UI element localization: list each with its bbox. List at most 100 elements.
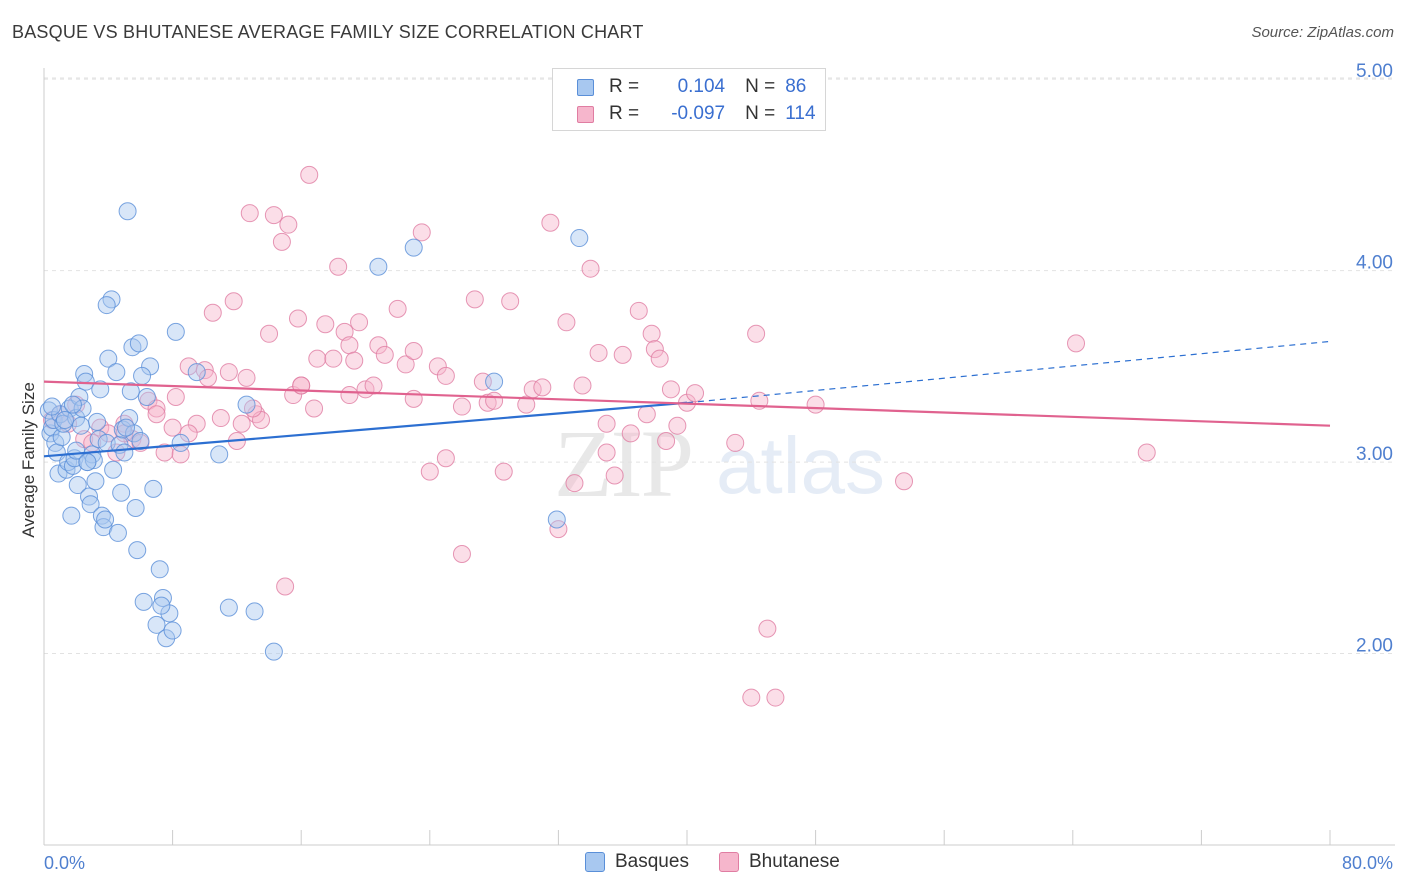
basques-point — [128, 541, 147, 560]
bhutanese-point — [219, 363, 238, 382]
legend-item-basques[interactable]: Basques — [585, 851, 689, 873]
bhutanese-point — [364, 376, 383, 395]
bhutanese-point — [766, 688, 785, 707]
basques-point — [264, 642, 283, 661]
y-tick-label: 2.00 — [1356, 636, 1393, 657]
bhutanese-point — [895, 472, 914, 491]
bhutanese-point — [589, 343, 608, 362]
bhutanese-point — [501, 292, 520, 311]
bhutanese-point — [288, 309, 307, 328]
bhutanese-point — [597, 414, 616, 433]
bhutanese-point — [573, 376, 592, 395]
y-tick-label: 5.00 — [1356, 61, 1393, 82]
bhutanese-point — [605, 466, 624, 485]
bhutanese-point — [645, 340, 664, 359]
basques-point — [187, 363, 206, 382]
bhutanese-point — [637, 405, 656, 424]
bhutanese-point — [517, 395, 536, 414]
basques-point — [137, 387, 156, 406]
basques-point — [133, 366, 152, 385]
bhutanese-point — [375, 345, 394, 364]
basques-point — [245, 602, 264, 621]
bhutanese-point — [340, 336, 359, 355]
watermark-atlas: atlas — [716, 421, 885, 510]
basques-point — [144, 479, 163, 498]
bhutanese-point — [404, 342, 423, 361]
bhutanese-point — [237, 368, 256, 387]
basques-n-label: N = — [745, 76, 776, 97]
bhutanese-point — [1137, 443, 1156, 462]
bhutanese-point — [806, 395, 825, 414]
bhutanese-point — [478, 393, 497, 412]
basques-point — [88, 412, 107, 431]
bhutanese-legend-label: Bhutanese — [748, 851, 840, 872]
basques-legend-label: Basques — [615, 851, 689, 872]
basques-point — [121, 382, 140, 401]
basques-point — [108, 523, 127, 542]
bhutanese-point — [621, 424, 640, 443]
bhutanese-point — [329, 257, 348, 276]
basques-point — [129, 334, 148, 353]
bhutanese-point — [661, 380, 680, 399]
bhutanese-point — [485, 391, 504, 410]
basques-point — [99, 349, 118, 368]
basques-point — [219, 598, 238, 617]
basques-swatch — [577, 78, 594, 96]
bhutanese-point — [686, 384, 705, 403]
basques-point — [78, 453, 97, 472]
bhutanese-point — [1067, 334, 1086, 353]
bhutanese-point — [305, 399, 324, 418]
bhutanese-point — [613, 345, 632, 364]
basques-point — [63, 395, 82, 414]
bhutanese-point — [335, 322, 354, 341]
bhutanese-point — [147, 399, 166, 418]
bhutanese-point — [726, 433, 745, 452]
bhutanese-point — [758, 619, 777, 638]
bhutanese-point — [629, 301, 648, 320]
bhutanese-point — [316, 315, 335, 334]
y-tick-label: 4.00 — [1356, 253, 1393, 274]
basques-r-label: R = — [609, 76, 640, 97]
legend-item-bhutanese[interactable]: Bhutanese — [718, 851, 840, 873]
basques-point — [369, 257, 388, 276]
basques-point — [62, 506, 81, 525]
bhutanese-point — [260, 324, 279, 343]
bhutanese-point — [668, 416, 687, 435]
basques-point — [153, 589, 172, 608]
bhutanese-point — [350, 313, 369, 332]
basques-point — [81, 495, 100, 514]
bhutanese-point — [155, 443, 174, 462]
basques-point — [404, 238, 423, 257]
basques-point — [150, 560, 169, 579]
bhutanese-point — [650, 349, 669, 368]
basques-n-value: 86 — [785, 76, 807, 97]
chart-title: BASQUE VS BHUTANESE AVERAGE FAMILY SIZE … — [12, 22, 644, 42]
basques-point — [112, 483, 131, 502]
bhutanese-point — [272, 232, 291, 251]
bhutanese-point — [232, 414, 251, 433]
basques-point — [116, 418, 135, 437]
basques-point — [126, 499, 145, 518]
bhutanese-point — [396, 355, 415, 374]
bhutanese-n-value: 114 — [785, 103, 816, 124]
bhutanese-point — [541, 213, 560, 232]
basques-point — [86, 472, 105, 491]
bhutanese-point — [247, 405, 266, 424]
basques-point — [171, 433, 190, 452]
bhutanese-point — [412, 223, 431, 242]
basques-point — [73, 399, 92, 418]
basques-point — [91, 380, 110, 399]
basques-point — [80, 487, 99, 506]
x-tick-label-max: 80.0% — [1342, 853, 1393, 873]
basques-point — [63, 456, 82, 475]
basques-point — [43, 397, 62, 416]
bhutanese-point — [747, 324, 766, 343]
gridlines — [44, 77, 1395, 655]
bhutanese-point — [494, 462, 513, 481]
bhutanese-point — [166, 387, 185, 406]
bhutanese-trend-line — [43, 380, 1331, 427]
basques-point — [68, 476, 87, 495]
bhutanese-point — [279, 215, 298, 234]
y-tick-label: 3.00 — [1356, 444, 1393, 465]
